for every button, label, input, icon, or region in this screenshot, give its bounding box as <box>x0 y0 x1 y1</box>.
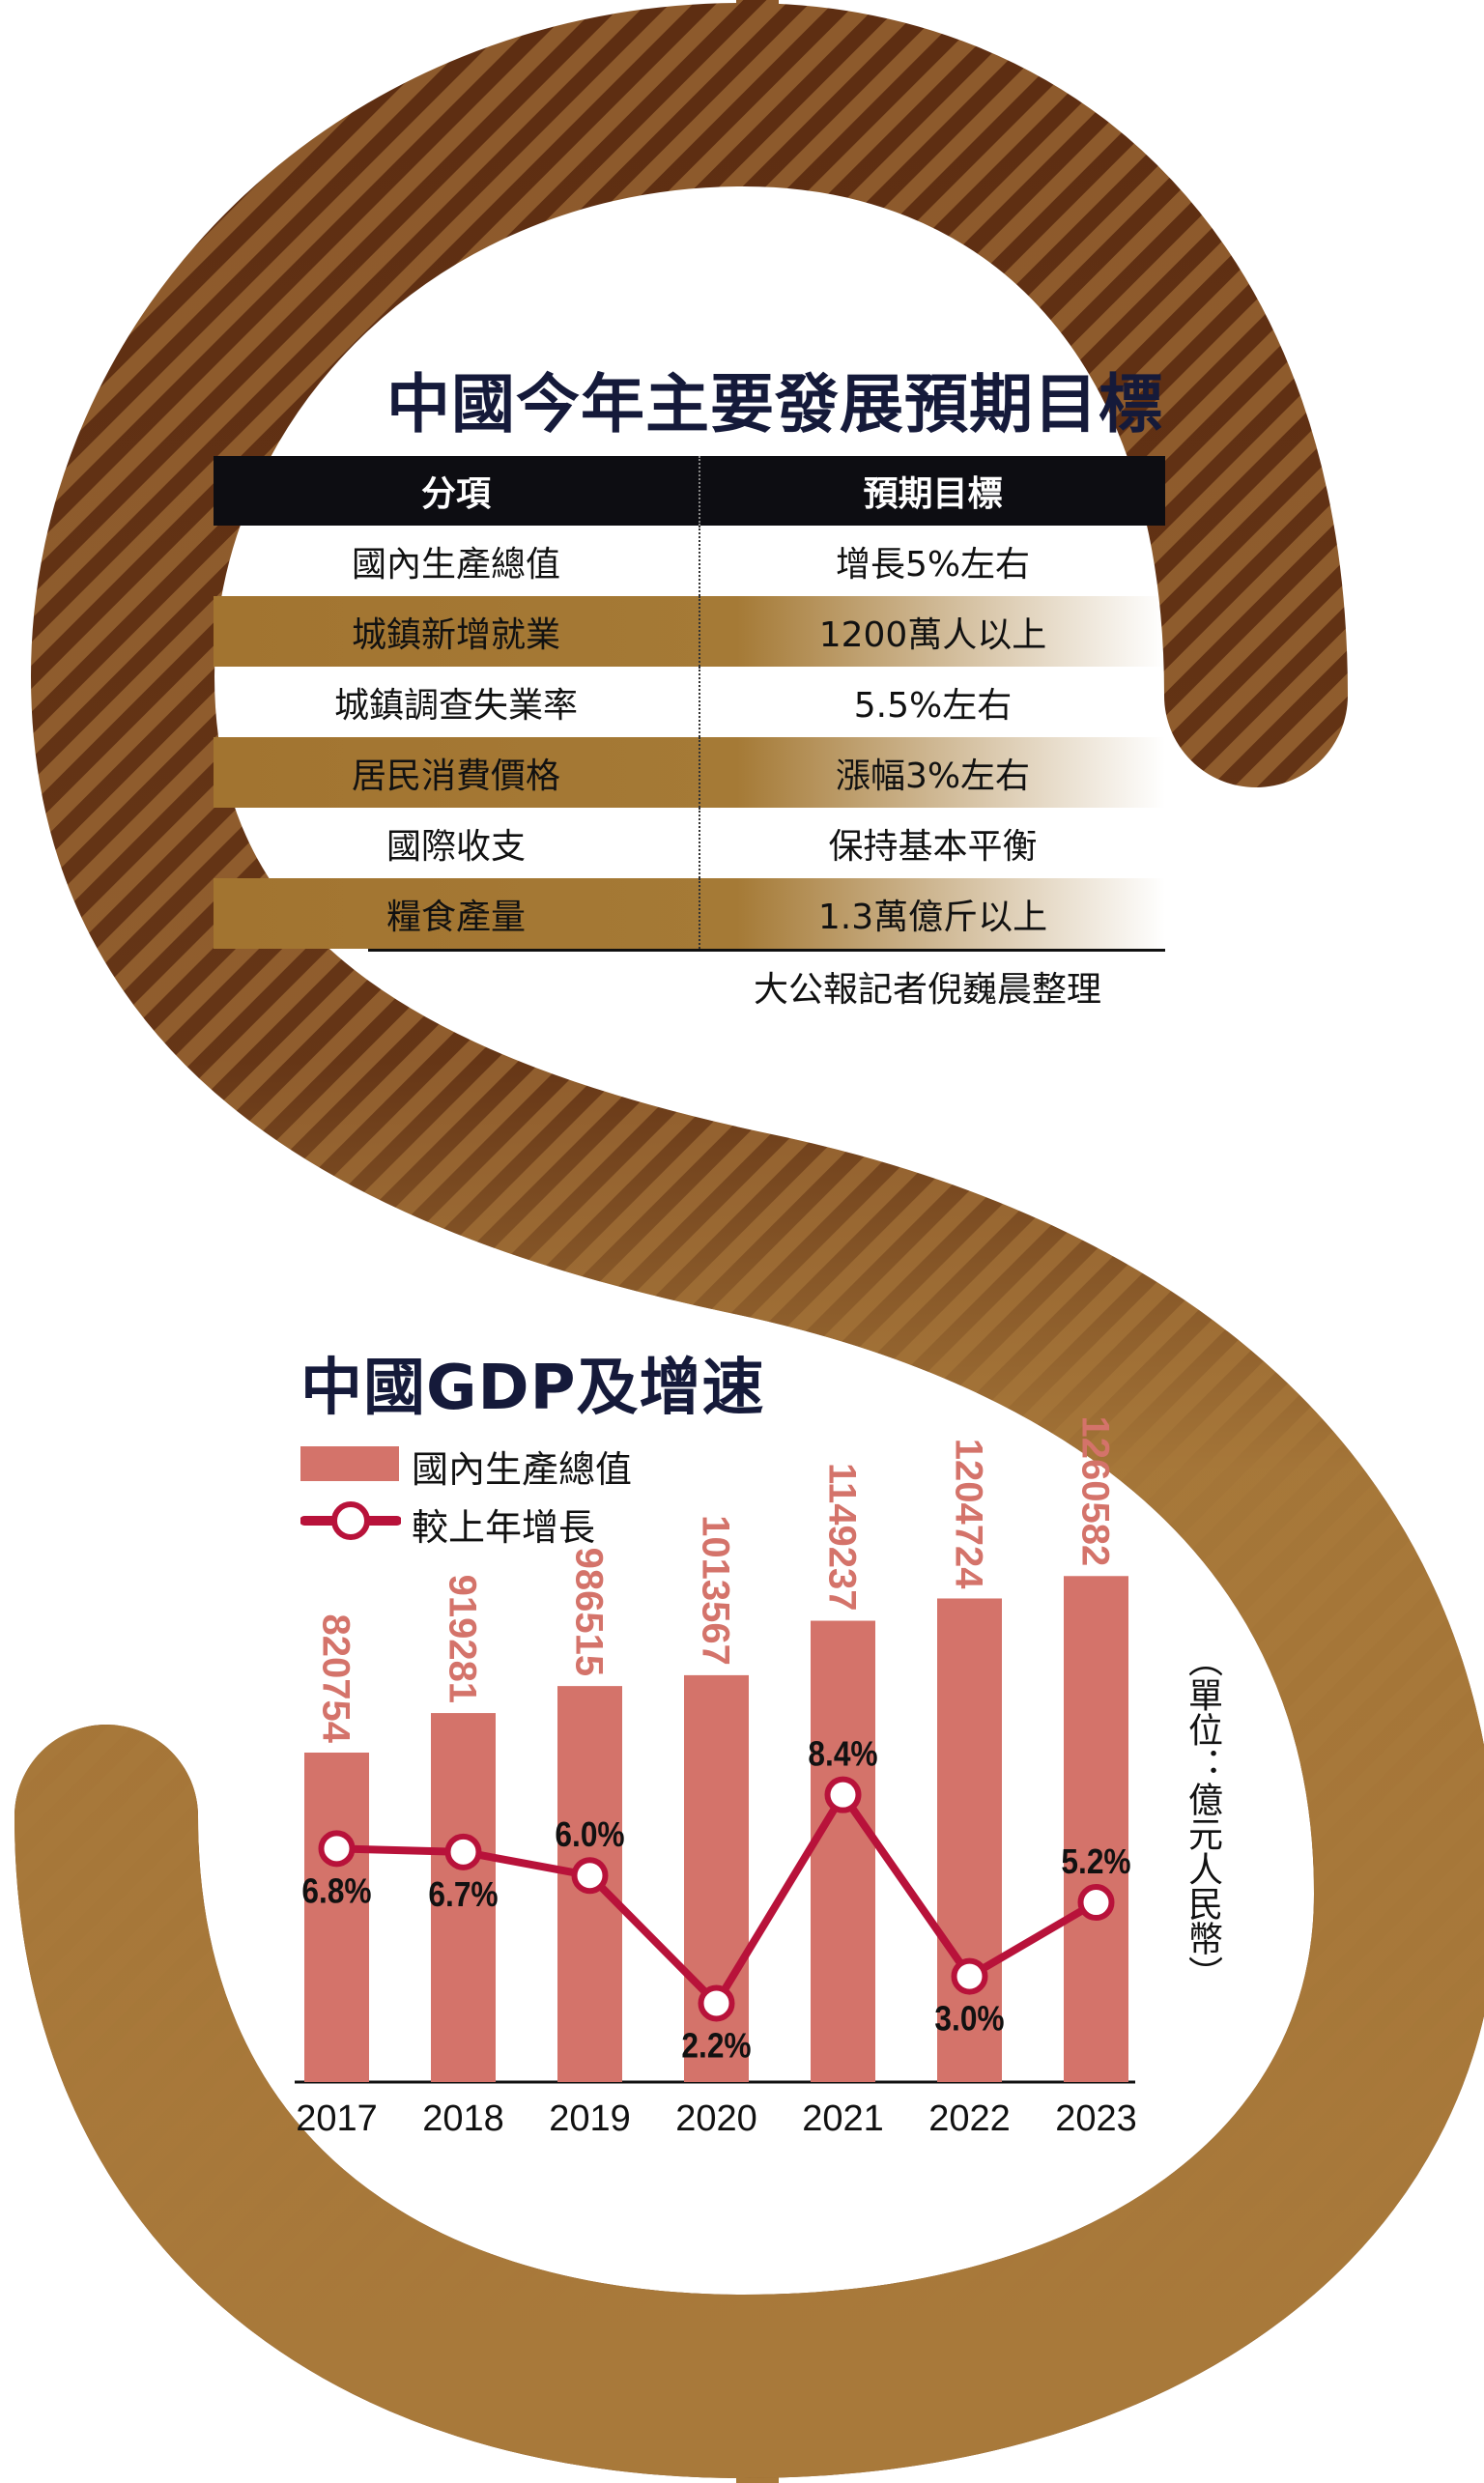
row-target: 漲幅3%左右 <box>835 756 1031 796</box>
row-target: 5.5%左右 <box>853 685 1013 726</box>
row-item: 城鎮新增就業 <box>214 596 700 667</box>
growth-point <box>951 1957 988 1995</box>
row-item: 糧食產量 <box>214 878 700 949</box>
bar-2023 <box>1064 1576 1128 2082</box>
growth-label: 6.7% <box>428 1875 498 1914</box>
bar-value-label: 820754 <box>315 1614 357 1744</box>
x-tick-label: 2019 <box>549 2098 631 2139</box>
bar-value-label: 986515 <box>568 1548 611 1676</box>
targets-table: 分項 預期目標 國內生產總值 增長5%左右城鎮新增就業 1200萬人以上城鎮調查失業… <box>214 456 1165 952</box>
x-tick-label: 2022 <box>928 2098 1011 2139</box>
table-row: 國際收支 保持基本平衡 <box>214 808 1165 878</box>
source-credit: 大公報記者倪巍晨整理 <box>754 970 1102 1010</box>
row-target: 1.3萬億斤以上 <box>817 897 1048 937</box>
growth-point <box>571 1857 609 1895</box>
growth-label: 8.4% <box>808 1735 877 1774</box>
table-row: 城鎮調查失業率 5.5%左右 <box>214 667 1165 737</box>
unit-label: （單位：億元人民幣） <box>1183 1642 1222 1990</box>
bar-value-label: 919281 <box>442 1575 484 1703</box>
row-item: 國際收支 <box>214 808 700 878</box>
growth-point <box>318 1830 356 1868</box>
growth-label: 6.0% <box>555 1815 624 1854</box>
legend-line-label: 較上年增長 <box>412 1506 596 1549</box>
legend-line-swatch <box>300 1501 401 1540</box>
bar-value-label: 1149237 <box>821 1463 864 1612</box>
table-row: 城鎮新增就業 1200萬人以上 <box>214 596 1165 667</box>
table-title: 中國今年主要發展預期目標 <box>386 367 1163 442</box>
row-target: 保持基本平衡 <box>828 826 1038 867</box>
growth-point <box>1077 1884 1115 1922</box>
growth-label: 2.2% <box>681 2027 751 2066</box>
growth-label: 3.0% <box>934 2000 1004 2039</box>
bar-value-label: 1260582 <box>1074 1416 1117 1567</box>
bar-2021 <box>811 1620 875 2082</box>
header-target: 預期目標 <box>863 474 1003 514</box>
bar-2017 <box>304 1753 369 2082</box>
x-tick-label: 2021 <box>802 2098 884 2139</box>
row-target: 增長5%左右 <box>835 544 1031 585</box>
row-item: 城鎮調查失業率 <box>214 667 700 737</box>
growth-label: 5.2% <box>1061 1842 1130 1881</box>
growth-label: 6.8% <box>301 1872 371 1911</box>
table-bottom-rule <box>368 949 1165 952</box>
x-tick-label: 2023 <box>1055 2098 1137 2139</box>
bar-2022 <box>937 1598 1002 2082</box>
row-target: 1200萬人以上 <box>818 614 1047 655</box>
table-header: 分項 預期目標 <box>214 456 1165 526</box>
table-row: 居民消費價格 漲幅3%左右 <box>214 737 1165 808</box>
x-tick-label: 2017 <box>296 2098 378 2139</box>
legend-bar-swatch <box>300 1446 399 1481</box>
chart-title: 中國GDP及增速 <box>300 1353 765 1424</box>
bar-2018 <box>431 1713 496 2082</box>
x-tick-label: 2020 <box>675 2098 757 2139</box>
growth-point <box>698 1984 735 2022</box>
x-tick-label: 2018 <box>422 2098 504 2139</box>
legend-bar-label: 國內生產總值 <box>412 1448 633 1491</box>
bar-value-label: 1013567 <box>695 1515 737 1666</box>
bar-value-label: 1204724 <box>948 1439 990 1589</box>
header-item: 分項 <box>214 456 700 526</box>
table-row: 糧食產量 1.3萬億斤以上 <box>214 878 1165 949</box>
growth-point <box>824 1776 862 1813</box>
row-item: 居民消費價格 <box>214 737 700 808</box>
row-item: 國內生產總值 <box>214 526 700 596</box>
table-row: 國內生產總值 增長5%左右 <box>214 526 1165 596</box>
growth-point <box>444 1833 482 1870</box>
